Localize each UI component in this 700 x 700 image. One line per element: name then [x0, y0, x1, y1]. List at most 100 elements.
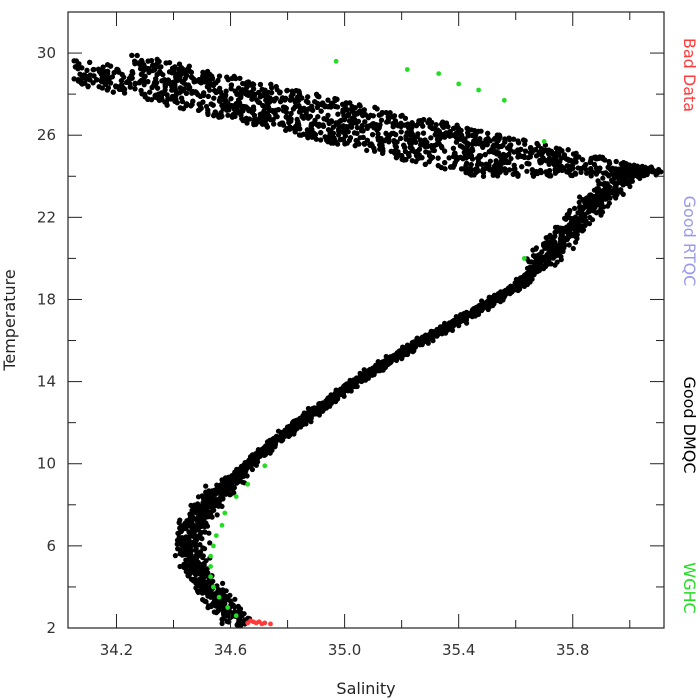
dmqc-point	[486, 162, 492, 168]
dmqc-point	[341, 116, 347, 122]
dmqc-point	[471, 172, 477, 178]
dmqc-point	[496, 293, 502, 299]
dmqc-point	[549, 151, 556, 157]
dmqc-point	[227, 476, 233, 483]
wghc-point	[233, 494, 239, 499]
dmqc-point	[552, 233, 558, 239]
dmqc-point	[465, 143, 471, 149]
dmqc-point	[530, 268, 536, 274]
dmqc-point	[240, 108, 246, 114]
dmqc-point	[212, 596, 218, 602]
dmqc-point	[476, 155, 482, 161]
dmqc-point	[587, 159, 593, 165]
dmqc-point	[490, 298, 496, 305]
dmqc-point	[526, 161, 532, 167]
dmqc-point	[318, 108, 324, 114]
dmqc-point	[242, 90, 248, 96]
dmqc-point	[296, 89, 302, 95]
dmqc-point	[207, 491, 213, 497]
dmqc-point	[183, 525, 189, 532]
dmqc-point	[216, 73, 223, 79]
x-tick-label: 34.2	[100, 641, 133, 659]
dmqc-point	[250, 81, 256, 87]
dmqc-point	[316, 94, 322, 100]
dmqc-point	[603, 187, 609, 193]
dmqc-point	[364, 147, 370, 153]
dmqc-point	[354, 125, 360, 131]
dmqc-point	[268, 81, 274, 87]
dmqc-point	[347, 100, 353, 106]
dmqc-point	[359, 111, 365, 117]
dmqc-point	[296, 132, 303, 138]
dmqc-point	[229, 114, 235, 120]
dmqc-point	[232, 88, 238, 94]
dmqc-point	[548, 173, 554, 179]
dmqc-point	[658, 169, 664, 175]
dmqc-point	[434, 127, 440, 133]
dmqc-point	[261, 121, 268, 127]
dmqc-point	[315, 114, 321, 120]
wghc-point	[476, 87, 481, 93]
legend-label-good-dmqc: Good DMQC	[680, 376, 699, 473]
dmqc-point	[199, 587, 205, 593]
dmqc-point	[282, 104, 288, 111]
dmqc-point	[211, 591, 217, 598]
dmqc-point	[606, 159, 612, 165]
dmqc-point	[99, 79, 105, 85]
dmqc-point	[194, 588, 201, 594]
dmqc-point	[197, 542, 203, 548]
dmqc-point	[178, 528, 184, 535]
dmqc-point	[351, 377, 357, 383]
wghc-point	[208, 574, 214, 580]
dmqc-point	[482, 152, 488, 158]
y-tick-label: 6	[46, 537, 56, 555]
dmqc-point	[154, 56, 160, 63]
dmqc-point	[85, 83, 91, 89]
bad-data-point	[248, 618, 253, 624]
dmqc-point	[213, 496, 219, 503]
dmqc-point	[596, 181, 602, 187]
dmqc-point	[246, 116, 252, 122]
dmqc-point	[540, 155, 546, 161]
dmqc-point	[316, 412, 322, 418]
dmqc-point	[634, 173, 640, 179]
dmqc-point	[524, 281, 531, 288]
wghc-point	[541, 139, 547, 144]
dmqc-point	[379, 110, 385, 116]
dmqc-point	[127, 84, 133, 90]
dmqc-point	[202, 509, 208, 515]
dmqc-point	[163, 60, 169, 66]
dmqc-point	[413, 123, 420, 129]
dmqc-point	[435, 155, 441, 161]
dmqc-point	[533, 262, 539, 268]
wghc-point	[436, 71, 442, 76]
y-tick-label: 10	[37, 455, 56, 473]
dmqc-point	[82, 80, 88, 86]
plot-background	[68, 12, 664, 628]
dmqc-point	[245, 461, 252, 467]
dmqc-point	[618, 161, 624, 167]
dmqc-point	[542, 244, 548, 250]
dmqc-point	[364, 123, 370, 129]
dmqc-point	[275, 107, 282, 113]
dmqc-point	[600, 175, 606, 181]
plot-frame	[67, 11, 665, 629]
dmqc-point	[344, 107, 351, 113]
dmqc-point	[187, 514, 193, 520]
dmqc-point	[301, 131, 307, 137]
dmqc-point	[589, 204, 596, 210]
dmqc-point	[533, 245, 540, 251]
dmqc-point	[298, 108, 304, 114]
dmqc-point	[190, 521, 196, 527]
dmqc-point	[625, 179, 631, 185]
dmqc-point	[403, 136, 409, 142]
dmqc-point	[318, 137, 324, 143]
dmqc-point	[464, 165, 470, 171]
dmqc-point	[603, 196, 610, 202]
dmqc-point	[371, 125, 377, 131]
dmqc-point	[292, 421, 298, 427]
dmqc-point	[410, 346, 416, 352]
dmqc-point	[145, 96, 151, 102]
dmqc-point	[593, 210, 600, 216]
dmqc-point	[269, 445, 275, 451]
